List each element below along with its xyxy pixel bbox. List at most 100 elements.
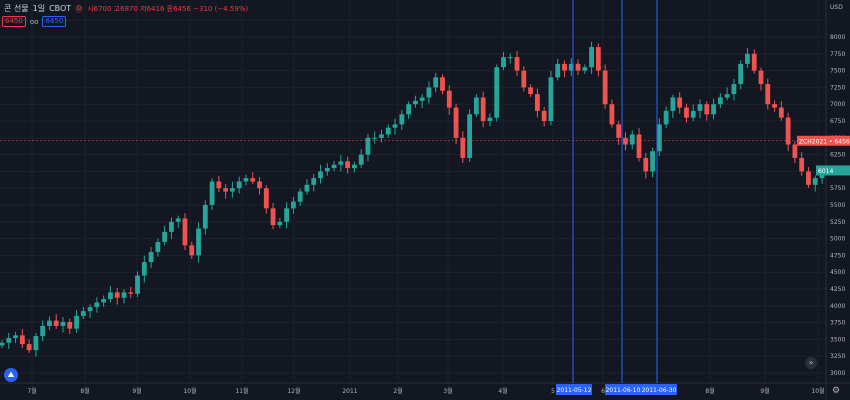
candle-body (155, 241, 161, 253)
candle-body (670, 97, 676, 111)
candle-body (731, 84, 737, 95)
candle-body (392, 124, 398, 128)
sell-price-button[interactable]: 6450 (2, 16, 26, 27)
glasses-icon[interactable]: oo (29, 17, 39, 26)
candle-body (297, 191, 303, 202)
interval-label[interactable]: 1일 (32, 4, 46, 13)
price-tick-label: 5750 (830, 185, 845, 192)
candle-body (311, 178, 317, 185)
candle-body (792, 144, 798, 158)
candle-body (406, 104, 412, 115)
time-tick-label: 9월 (760, 387, 769, 395)
date-marker-tag (605, 384, 641, 395)
candle-body (602, 70, 608, 105)
candle-body (656, 124, 662, 152)
candle-body (379, 134, 384, 138)
candle-body (33, 336, 39, 351)
candle-body (738, 63, 744, 85)
last-price-tag (816, 165, 850, 176)
candle-body (412, 100, 418, 105)
price-tick-label: 5500 (830, 202, 845, 209)
candle-body (677, 97, 683, 108)
candle-body (74, 315, 79, 329)
candle-body (751, 53, 757, 71)
candle-body (26, 344, 32, 351)
time-tick-label: 6 (601, 388, 605, 395)
candle-body (6, 338, 12, 343)
candle-body (372, 137, 378, 139)
candle-body (365, 137, 371, 155)
candle-body (318, 171, 323, 179)
candle-body (169, 221, 174, 232)
candle-body (304, 184, 310, 192)
scroll-to-realtime-icon[interactable]: » (805, 357, 817, 369)
time-tick-label: 2월 (393, 387, 402, 395)
price-tick-label: 4250 (830, 286, 845, 293)
candle-body (555, 63, 561, 78)
price-tick-label: 3250 (830, 353, 845, 360)
candle-body (440, 77, 445, 91)
current-price-tag (797, 135, 850, 146)
date-marker-tag (641, 384, 677, 395)
candle-body (202, 205, 208, 229)
buy-price-button[interactable]: 6450 (42, 16, 67, 27)
candle-body (19, 335, 25, 345)
candle-body (345, 161, 351, 169)
ohlc-values: 시6700 고6870 저6416 종6456 −310 (−4.59%) (87, 4, 249, 13)
candle-body (568, 63, 574, 71)
tradingview-logo-icon[interactable]: ⛰ (4, 368, 18, 382)
candle-body (182, 218, 188, 246)
candle-body (778, 107, 784, 118)
candle-body (80, 311, 86, 316)
candle-body (101, 299, 107, 303)
symbol-name[interactable]: 콘 선물 (4, 4, 29, 13)
time-tick-label: 7월 (27, 387, 36, 395)
price-tick-label: 4000 (830, 303, 845, 310)
price-tick-label: 7000 (830, 101, 845, 108)
time-tick-label: 2011 (342, 388, 357, 395)
candle-body (582, 67, 588, 71)
candle-body (108, 292, 113, 300)
candle-body (480, 97, 486, 121)
price-tick-label: 7500 (830, 68, 845, 75)
candle-body (141, 262, 147, 276)
candle-body (501, 57, 506, 68)
candle-body (189, 245, 195, 256)
candle-body (745, 53, 750, 64)
time-tick-label: 5 (551, 388, 555, 395)
candle-body (148, 252, 154, 263)
candle-body (616, 124, 622, 138)
time-tick-label: 11월 (235, 387, 248, 395)
candle-body (216, 181, 222, 189)
settings-gear-icon[interactable]: ⚙ (832, 386, 841, 396)
time-tick-label: 12월 (287, 387, 300, 395)
candle-body (473, 97, 479, 115)
candle-body (236, 181, 242, 189)
candle-body (711, 104, 716, 115)
candle-body (419, 97, 425, 101)
candle-body (575, 63, 581, 71)
time-tick-label: 4월 (498, 387, 507, 395)
candle-body (223, 188, 229, 192)
candle-body (717, 97, 723, 105)
candle-body (277, 221, 283, 226)
price-tick-label: 7250 (830, 84, 845, 91)
candle-body (128, 292, 134, 294)
price-tick-label: 7750 (830, 51, 845, 58)
candle-body (785, 117, 791, 145)
candle-body (331, 164, 337, 169)
candle-body (690, 110, 696, 118)
candle-body (650, 151, 655, 172)
candle-body (284, 208, 290, 222)
current-price-label: ZCH2021 • 6456 (799, 138, 850, 145)
date-marker-label: 2011-05-12 (557, 387, 592, 394)
candle-body (453, 107, 459, 138)
candle-body (623, 137, 628, 145)
date-marker-label: 2011-06-10 (606, 387, 641, 394)
symbol-header[interactable]: 콘 선물 1일 CBOT D 시6700 고6870 저6416 종6456 −… (4, 3, 248, 14)
candle-body (433, 77, 439, 88)
candle-body (13, 335, 18, 339)
candle-body (799, 157, 805, 172)
candle-body (697, 104, 703, 111)
